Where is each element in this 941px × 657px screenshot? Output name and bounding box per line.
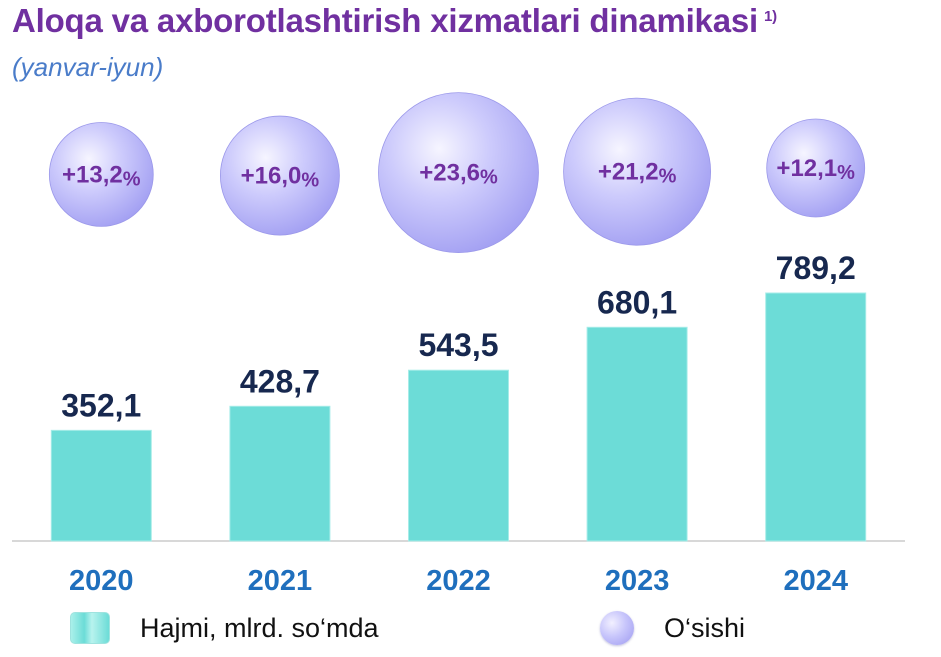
x-tick-label-2020: 2020: [69, 565, 134, 597]
bar-2022: [408, 369, 509, 542]
legend-label-growth: O‘sishi: [664, 612, 746, 643]
growth-label-2021: +16,0%: [241, 163, 320, 192]
chart-title: Aloqa va axborotlashtirish xizmatlari di…: [12, 2, 777, 40]
bar-2021: [229, 405, 331, 542]
legend-label-volume: Hajmi, mlrd. so‘mda: [140, 612, 379, 643]
growth-bubble-2021: [219, 115, 340, 236]
legend-swatch-volume: [70, 612, 110, 644]
x-tick-label-2023: 2023: [605, 565, 670, 597]
bar-2023: [586, 326, 688, 542]
growth-label-2024: +12,1%: [776, 155, 855, 184]
growth-label-2020: +13,2%: [62, 161, 141, 190]
growth-bubble-2020: [48, 122, 154, 227]
bar-value-label-2021: 428,7: [240, 363, 320, 399]
growth-bubble-2023: [563, 97, 712, 246]
legend-growth: O‘sishi: [600, 608, 745, 648]
x-tick-label-2024: 2024: [783, 565, 848, 597]
chart-title-text: Aloqa va axborotlashtirish xizmatlari di…: [12, 2, 758, 39]
bar-value-label-2020: 352,1: [61, 387, 141, 423]
growth-bubble-2024: [766, 118, 866, 218]
bar-2020: [50, 429, 152, 542]
bar-value-label-2023: 680,1: [597, 284, 677, 320]
legend-swatch-growth: [600, 611, 634, 645]
x-tick-label-2021: 2021: [248, 565, 313, 597]
bar-2024: [765, 292, 867, 542]
footnote-marker: 1): [763, 8, 777, 25]
x-tick-label-2022: 2022: [426, 565, 491, 597]
legend: Hajmi, mlrd. so‘mda: [70, 608, 379, 648]
growth-bubble-2022: [378, 92, 539, 254]
bar-value-label-2022: 543,5: [418, 327, 498, 363]
chart-subtitle: (yanvar-iyun): [12, 52, 164, 82]
bar-value-label-2024: 789,2: [776, 250, 856, 286]
growth-label-2023: +21,2%: [598, 159, 677, 188]
growth-label-2022: +23,6%: [419, 160, 498, 189]
bar-chart: 352,1 2020 428,7 2021 543,5 2022 680,1 2023 789,…: [12, 92, 905, 597]
